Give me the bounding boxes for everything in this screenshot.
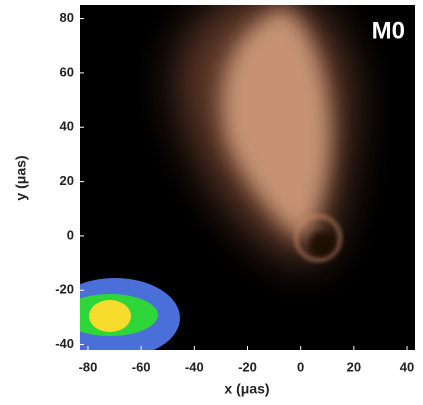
- shadow: [310, 232, 334, 256]
- y-tick-label: -40: [55, 336, 74, 351]
- x-axis-label: x (μas): [224, 381, 269, 397]
- x-tick-label: -40: [185, 359, 204, 374]
- y-tick-label: 80: [60, 10, 74, 25]
- y-tick-label: 40: [60, 119, 74, 134]
- x-tick-label: 0: [297, 359, 304, 374]
- y-tick-label: 20: [60, 173, 74, 188]
- x-tick-label: -60: [132, 359, 151, 374]
- x-tick-label: 20: [347, 359, 361, 374]
- x-tick-label: 40: [400, 359, 414, 374]
- x-tick-label: -80: [79, 359, 98, 374]
- y-tick-label: 60: [60, 64, 74, 79]
- beam-inner: [89, 300, 131, 332]
- x-tick-label: -20: [238, 359, 257, 374]
- y-tick-label: 0: [67, 227, 74, 242]
- panel-label: M0: [372, 17, 405, 44]
- y-tick-label: -20: [55, 282, 74, 297]
- image-panel: [80, 5, 415, 350]
- y-axis-label: y (μas): [13, 155, 29, 200]
- emission-core: [221, 8, 331, 240]
- photon-ring: [294, 214, 342, 262]
